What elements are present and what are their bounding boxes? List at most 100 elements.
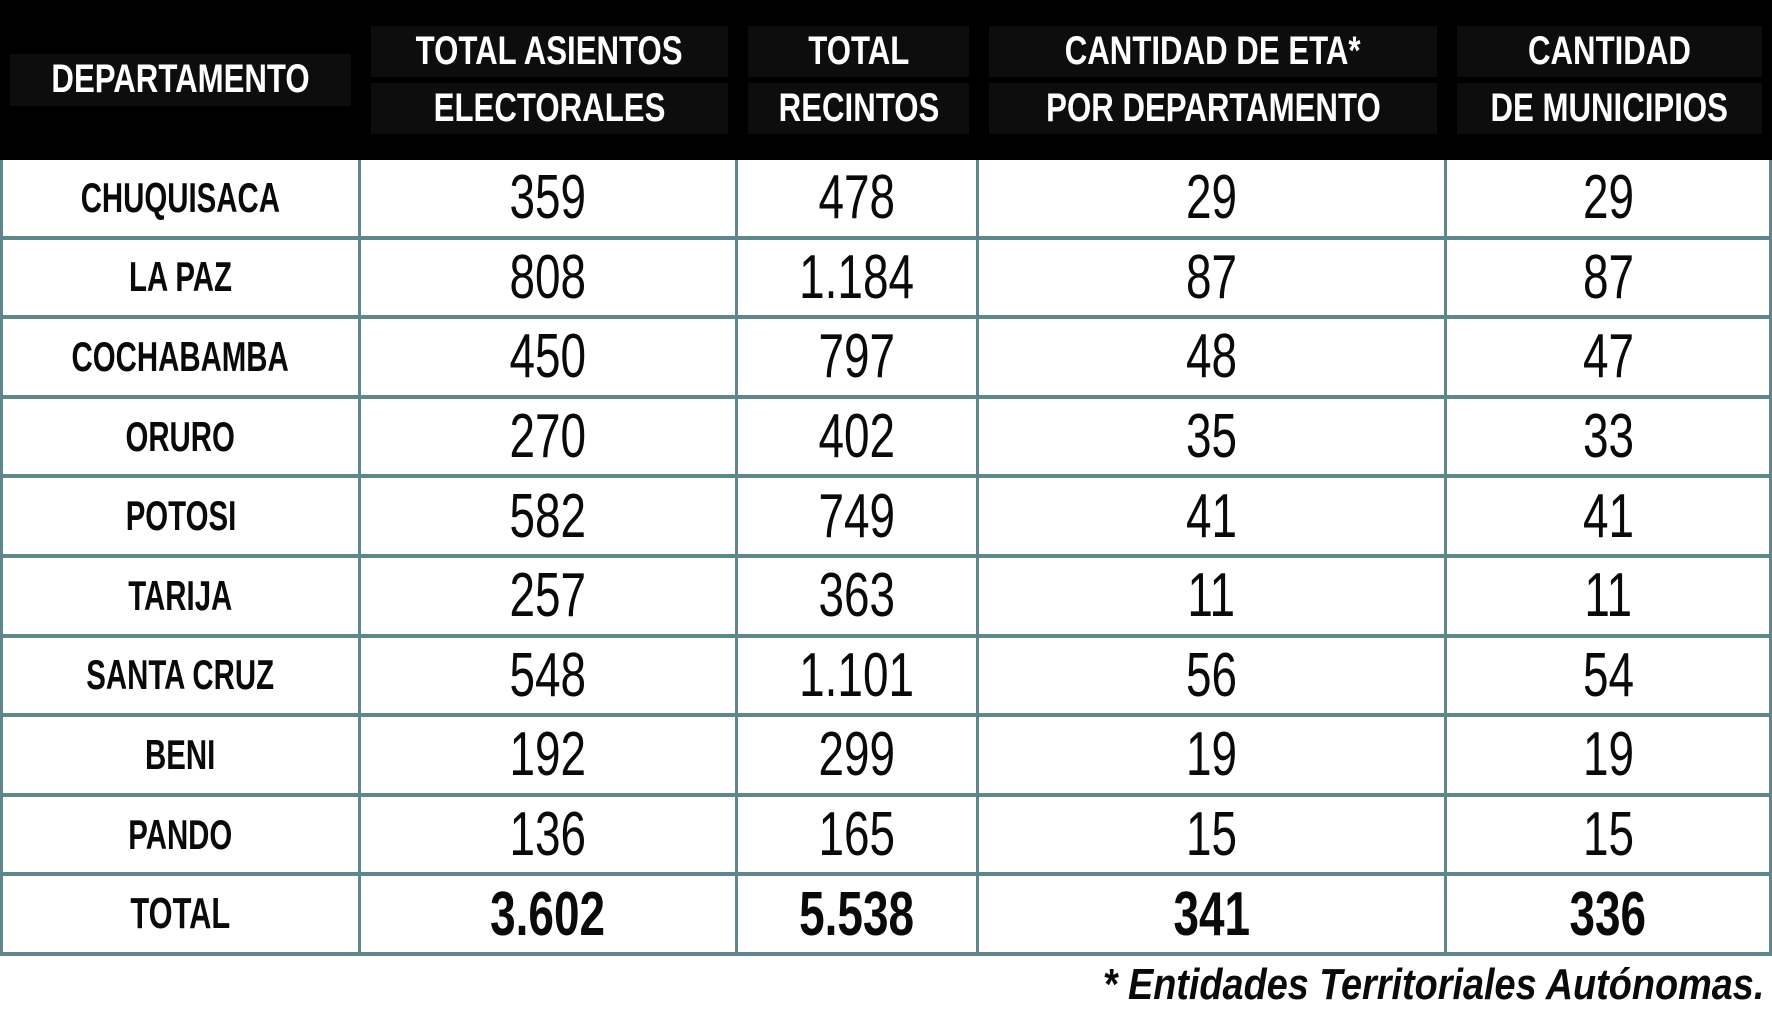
table-row: POTOSI 582 749 41 41 [0,478,1772,558]
cell-department: PANDO [0,796,361,873]
eta-value: 35 [1185,402,1238,472]
asientos-value: 548 [509,640,587,710]
cell-recintos: 299 [738,717,979,793]
header-cell-asientos: TOTAL ASIENTOS ELECTORALES [361,0,738,160]
cell-eta: 41 [979,478,1447,554]
header-label-text: ELECTORALES [433,86,666,130]
header-label: TOTAL ASIENTOS [371,25,728,77]
header-label-text: POR DEPARTAMENTO [1045,86,1381,130]
header-label: RECINTOS [748,83,969,135]
cell-recintos: 402 [738,398,979,475]
header-cell-eta: CANTIDAD DE ETA* POR DEPARTAMENTO [979,0,1447,160]
municipios-value: 15 [1582,800,1634,870]
cell-department: BENI [0,717,361,793]
cell-asientos: 582 [361,478,738,554]
cell-eta: 56 [979,637,1447,714]
cell-eta: 35 [979,398,1447,475]
cell-municipios: 41 [1447,478,1772,554]
asientos-value: 359 [509,163,587,233]
header-cell-department: DEPARTAMENTO [0,0,361,160]
cell-department: ORURO [0,398,361,475]
municipios-value: 41 [1582,481,1634,551]
department-label: POTOSI [125,492,236,540]
cell-asientos: 136 [361,796,738,873]
cell-asientos: 3.602 [361,876,738,952]
asientos-value: 582 [509,481,587,551]
cell-department: LA PAZ [0,239,361,316]
cell-asientos: 808 [361,239,738,316]
municipios-value: 29 [1582,163,1634,233]
recintos-value: 402 [818,402,896,472]
header-label-text: DEPARTAMENTO [51,57,310,102]
asientos-value: 450 [509,322,587,392]
recintos-value: 1.101 [799,640,915,710]
table-row: ORURO 270 402 35 33 [0,398,1772,479]
eta-value: 29 [1185,163,1238,233]
department-label: TARIJA [128,571,233,619]
table-row: COCHABAMBA 450 797 48 47 [0,319,1772,399]
header-label-text: CANTIDAD DE ETA* [1065,28,1361,73]
cell-municipios: 336 [1447,876,1772,952]
header-label: CANTIDAD [1457,25,1762,77]
cell-eta: 341 [979,876,1447,952]
cell-municipios: 87 [1447,239,1772,316]
department-label: ORURO [125,412,236,460]
electoral-table: DEPARTAMENTO TOTAL ASIENTOS ELECTORALES TOT… [0,0,1772,956]
asientos-value: 270 [509,402,587,472]
header-cell-recintos: TOTAL RECINTOS [738,0,979,160]
cell-municipios: 33 [1447,398,1772,475]
cell-eta: 19 [979,717,1447,793]
header-label: DE MUNICIPIOS [1457,83,1762,135]
header-label-text: DE MUNICIPIOS [1490,86,1729,130]
department-label: SANTA CRUZ [86,651,275,699]
eta-value: 48 [1185,322,1238,392]
table-header-row: DEPARTAMENTO TOTAL ASIENTOS ELECTORALES TOT… [0,0,1772,160]
header-label-text: CANTIDAD [1528,28,1691,73]
cell-asientos: 192 [361,717,738,793]
cell-department: CHUQUISACA [0,160,361,236]
cell-department: SANTA CRUZ [0,637,361,714]
header-label-text: RECINTOS [778,86,939,130]
header-cell-municipios: CANTIDAD DE MUNICIPIOS [1447,0,1772,160]
municipios-value: 11 [1584,561,1632,631]
table-row: PANDO 136 165 15 15 [0,796,1772,877]
cell-asientos: 270 [361,398,738,475]
table-row-total: TOTAL 3.602 5.538 341 336 [0,876,1772,956]
municipios-value: 54 [1582,640,1634,710]
municipios-value: 47 [1582,322,1634,392]
cell-municipios: 54 [1447,637,1772,714]
cell-recintos: 478 [738,160,979,236]
eta-value: 87 [1185,242,1238,312]
table-row: TARIJA 257 363 11 11 [0,557,1772,638]
cell-eta: 87 [979,239,1447,316]
cell-municipios: 19 [1447,717,1772,793]
asientos-value: 192 [509,720,587,790]
footnote: * Entidades Territoriales Autónomas. [0,960,1764,1010]
cell-recintos: 797 [738,319,979,395]
asientos-value: 808 [509,242,587,312]
header-label-text: TOTAL [807,28,910,73]
cell-eta: 29 [979,160,1447,236]
eta-value: 19 [1185,720,1238,790]
asientos-value: 257 [509,561,587,631]
department-label: TOTAL [130,889,231,939]
cell-asientos: 450 [361,319,738,395]
recintos-value: 478 [818,163,896,233]
cell-department: TARIJA [0,557,361,634]
recintos-value: 299 [818,720,896,790]
department-label: BENI [145,730,216,778]
cell-recintos: 1.184 [738,239,979,316]
header-label: CANTIDAD DE ETA* [989,25,1437,77]
cell-recintos: 749 [738,478,979,554]
recintos-value: 165 [818,800,896,870]
recintos-value: 363 [818,561,896,631]
department-label: COCHABAMBA [71,332,290,380]
table-row: CHUQUISACA 359 478 29 29 [0,160,1772,240]
table-row: LA PAZ 808 1.184 87 87 [0,239,1772,320]
cell-department: COCHABAMBA [0,319,361,395]
municipios-value: 33 [1582,402,1634,472]
cell-municipios: 11 [1447,557,1772,634]
eta-value: 341 [1173,879,1250,949]
asientos-value: 3.602 [490,879,606,949]
